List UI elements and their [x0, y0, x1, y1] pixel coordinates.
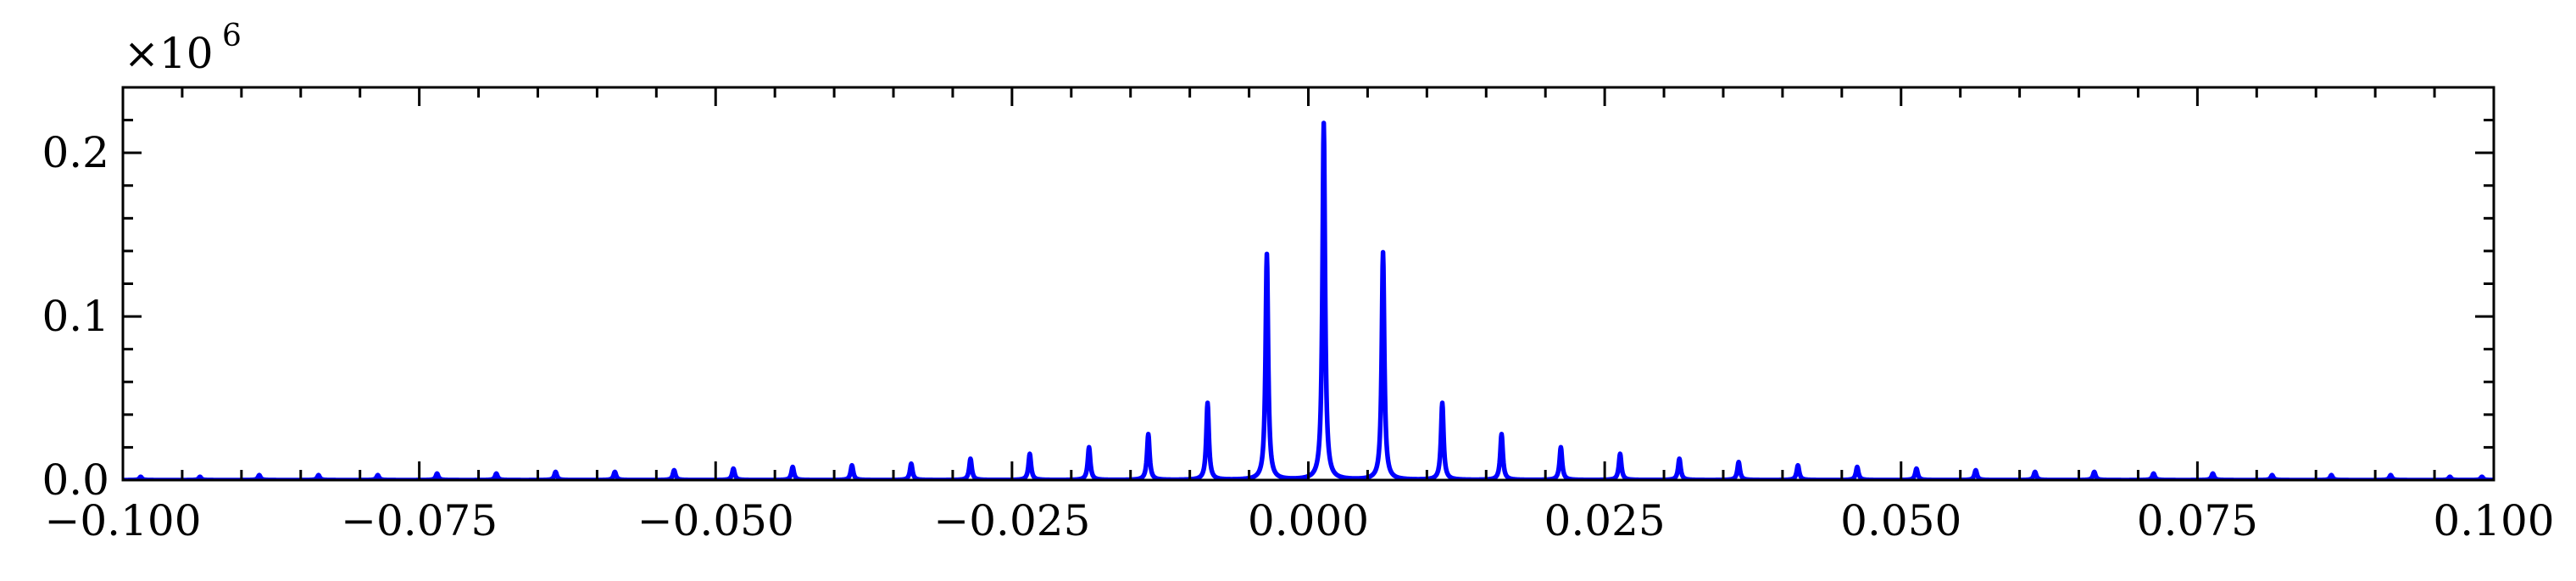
x-tick-label: 0.025: [1544, 496, 1666, 545]
x-tick-label: −0.100: [44, 496, 201, 545]
x-tick-label: 0.000: [1248, 496, 1369, 545]
x-tick-label: −0.075: [341, 496, 498, 545]
x-tick-label: 0.100: [2433, 496, 2554, 545]
y-tick-label: 0.1: [42, 292, 109, 341]
tick-labels: −0.100 −0.075 −0.050 −0.025 0.000 0.025 0.050 0…: [42, 128, 2554, 545]
y-tick-label: 0.2: [42, 128, 109, 177]
y-multiplier-base: ×10: [124, 29, 214, 78]
x-tick-label: −0.025: [933, 496, 1090, 545]
plot-area: [123, 120, 2494, 480]
x-tick-label: −0.050: [637, 496, 794, 545]
axis-ticks: [121, 86, 2495, 482]
x-tick-label: 0.075: [2137, 496, 2258, 545]
y-tick-label: 0.0: [42, 455, 109, 505]
series-line: [123, 120, 2494, 480]
y-multiplier: ×10 6: [124, 19, 242, 78]
x-tick-label: 0.050: [1840, 496, 1961, 545]
y-multiplier-exponent: 6: [222, 19, 242, 53]
axes-frame: [121, 86, 2495, 482]
